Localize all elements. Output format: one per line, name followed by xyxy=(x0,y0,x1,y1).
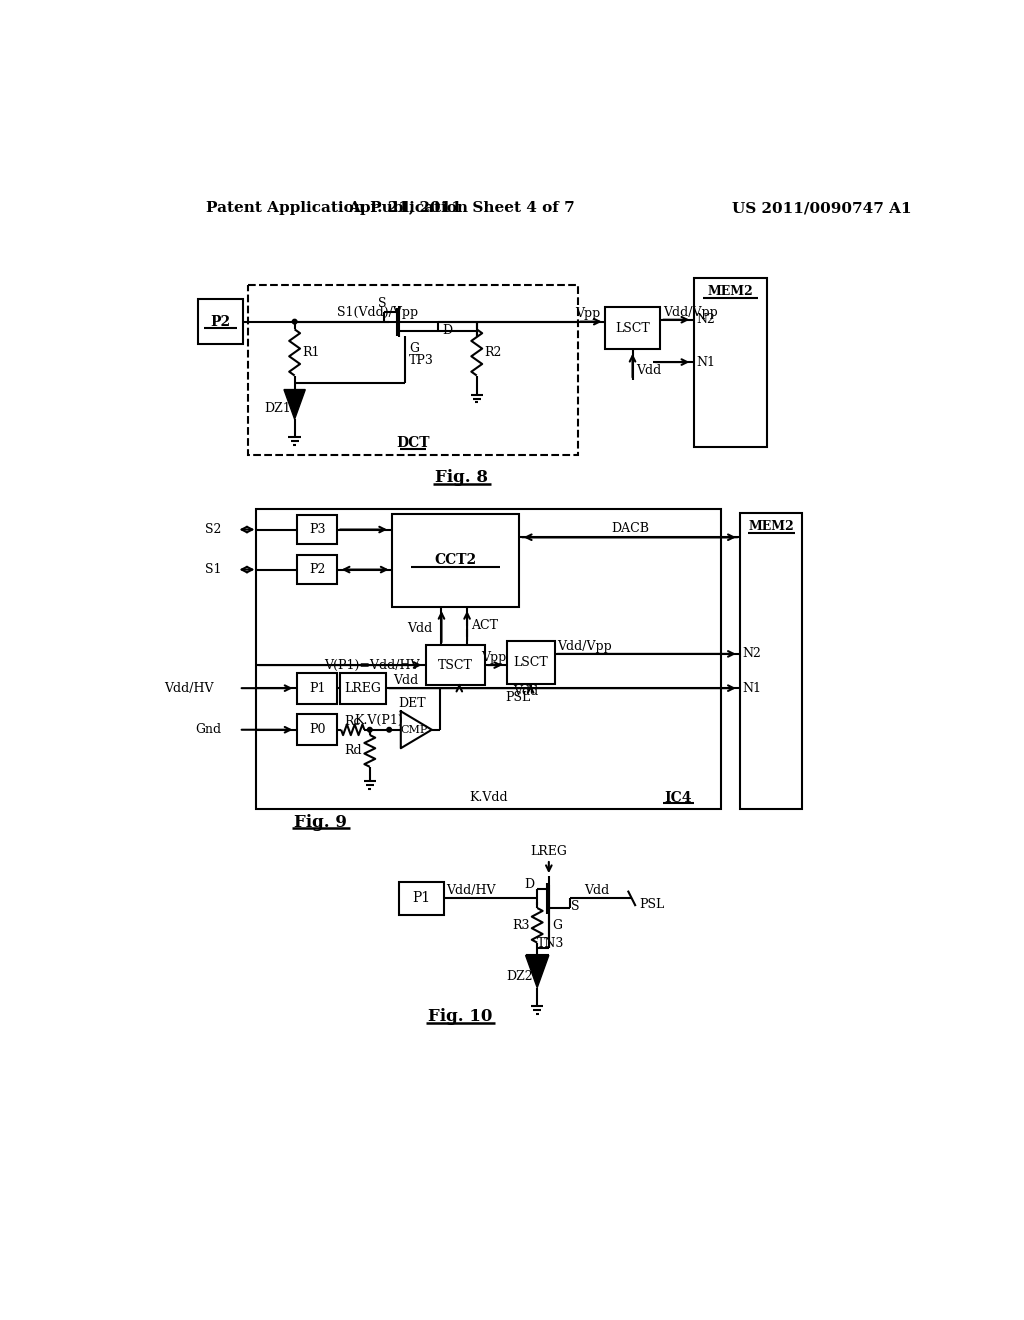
Bar xyxy=(297,673,337,704)
Text: DET: DET xyxy=(398,697,426,710)
Text: P2: P2 xyxy=(210,314,230,329)
Text: P1: P1 xyxy=(413,891,431,906)
Text: N1: N1 xyxy=(742,681,762,694)
Bar xyxy=(391,515,519,607)
Text: G: G xyxy=(410,342,419,355)
Text: Vdd: Vdd xyxy=(407,622,432,635)
Text: P1: P1 xyxy=(309,681,326,694)
Text: MEM2: MEM2 xyxy=(749,520,795,533)
Text: DZ1: DZ1 xyxy=(264,403,291,416)
Text: Vpp: Vpp xyxy=(575,308,601,321)
Bar xyxy=(297,554,337,585)
Text: MEM2: MEM2 xyxy=(708,285,754,298)
Circle shape xyxy=(292,319,297,323)
Text: R1: R1 xyxy=(302,346,319,359)
Text: Rc: Rc xyxy=(344,714,361,727)
Bar xyxy=(297,515,337,544)
Bar xyxy=(248,285,578,455)
Polygon shape xyxy=(525,956,549,987)
Text: CMP: CMP xyxy=(400,725,428,735)
Text: Patent Application Publication: Patent Application Publication xyxy=(206,202,468,215)
Bar xyxy=(426,645,485,685)
Text: P2: P2 xyxy=(309,564,326,576)
Bar xyxy=(507,642,555,684)
Text: US 2011/0090747 A1: US 2011/0090747 A1 xyxy=(732,202,912,215)
Text: Vpp: Vpp xyxy=(481,651,507,664)
Text: Vdd: Vdd xyxy=(513,685,538,698)
Text: Fig. 9: Fig. 9 xyxy=(294,813,347,830)
Text: PSL: PSL xyxy=(506,690,530,704)
Text: K.Vdd: K.Vdd xyxy=(469,791,508,804)
Text: Vdd/Vpp: Vdd/Vpp xyxy=(557,640,611,652)
Bar xyxy=(340,673,386,704)
Text: P3: P3 xyxy=(309,523,326,536)
Text: Fig. 10: Fig. 10 xyxy=(427,1008,492,1026)
Text: LSCT: LSCT xyxy=(615,322,650,335)
Bar xyxy=(399,882,444,915)
Text: Vdd: Vdd xyxy=(636,364,662,378)
Text: LREG: LREG xyxy=(344,681,381,694)
Text: DCT: DCT xyxy=(396,437,429,450)
Text: Vdd/Vpp: Vdd/Vpp xyxy=(663,305,718,318)
Text: S2: S2 xyxy=(205,523,221,536)
Bar xyxy=(604,308,660,350)
Text: N2: N2 xyxy=(696,313,715,326)
Text: Gnd: Gnd xyxy=(195,723,221,737)
Text: Fig. 8: Fig. 8 xyxy=(435,470,487,487)
Text: Apr. 21, 2011  Sheet 4 of 7: Apr. 21, 2011 Sheet 4 of 7 xyxy=(348,202,574,215)
Text: K.V(P1): K.V(P1) xyxy=(354,714,403,727)
Text: DACB: DACB xyxy=(610,521,649,535)
Text: R2: R2 xyxy=(484,346,502,359)
Text: Vdd/HV: Vdd/HV xyxy=(164,681,213,694)
Polygon shape xyxy=(284,389,305,420)
Text: LSCT: LSCT xyxy=(513,656,548,669)
Text: CCT2: CCT2 xyxy=(434,553,476,568)
Bar xyxy=(740,512,802,809)
Text: TN3: TN3 xyxy=(537,936,564,949)
Circle shape xyxy=(368,727,372,733)
Text: V(P1)=Vdd/HV: V(P1)=Vdd/HV xyxy=(325,659,420,672)
Text: PSL: PSL xyxy=(640,898,665,911)
Text: Rd: Rd xyxy=(344,744,362,758)
Text: S1(Vdd)/Vpp: S1(Vdd)/Vpp xyxy=(337,306,419,319)
Text: N2: N2 xyxy=(742,647,762,660)
Circle shape xyxy=(387,727,391,733)
Text: Vdd: Vdd xyxy=(585,884,609,898)
Text: Vdd: Vdd xyxy=(393,675,418,686)
Text: P0: P0 xyxy=(309,723,326,737)
Text: D: D xyxy=(442,325,452,338)
Text: S1: S1 xyxy=(205,564,221,576)
Text: LREG: LREG xyxy=(530,845,567,858)
Bar xyxy=(297,714,337,744)
Text: IC4: IC4 xyxy=(665,791,692,804)
Bar xyxy=(198,300,243,345)
Text: DZ2: DZ2 xyxy=(507,970,534,982)
Text: G: G xyxy=(553,919,563,932)
Text: Vdd/HV: Vdd/HV xyxy=(446,884,496,898)
Bar xyxy=(256,508,721,809)
Text: TP3: TP3 xyxy=(410,354,434,367)
Text: ACT: ACT xyxy=(471,619,498,632)
Text: R3: R3 xyxy=(512,919,529,932)
Text: TSCT: TSCT xyxy=(438,659,473,672)
Text: S: S xyxy=(571,899,580,912)
Text: S: S xyxy=(378,297,386,310)
Bar xyxy=(693,277,767,447)
Text: N1: N1 xyxy=(696,355,715,368)
Text: D: D xyxy=(524,878,535,891)
